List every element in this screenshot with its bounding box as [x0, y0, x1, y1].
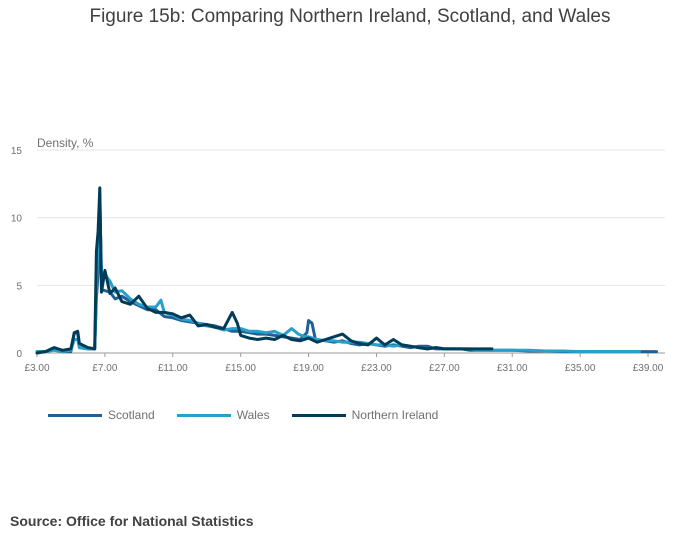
series-line-scotland [35, 191, 658, 354]
legend-item-scotland[interactable]: Scotland [48, 408, 155, 422]
x-tick-label: £23.00 [361, 363, 392, 374]
legend-item-northern-ireland[interactable]: Northern Ireland [291, 408, 439, 422]
x-tick-labels: £3.00 £7.00 £11.00 £15.00 £19.00 £23.00 £27.00… [24, 353, 664, 374]
legend: Scotland Wales Northern Ireland [48, 408, 460, 422]
legend-label-scotland: Scotland [108, 408, 155, 422]
y-tick-label: 5 [16, 281, 22, 292]
series-line-wales [35, 202, 641, 354]
x-tick-label: £27.00 [429, 363, 460, 374]
legend-label-wales: Wales [236, 408, 270, 422]
y-tick-label: 15 [11, 146, 23, 157]
y-tick-labels: 0 5 10 15 [11, 146, 23, 360]
y-axis-label: Density, % [37, 136, 94, 150]
x-tick-label: £15.00 [225, 363, 256, 374]
series-line-northern-ireland [35, 186, 494, 355]
x-tick-label: £35.00 [565, 363, 596, 374]
x-tick-label: £19.00 [293, 363, 324, 374]
y-tick-label: 0 [16, 349, 22, 360]
series-lines [35, 186, 658, 355]
x-tick-label: £11.00 [158, 363, 188, 374]
x-tick-label: £7.00 [92, 363, 117, 374]
legend-item-wales[interactable]: Wales [176, 408, 270, 422]
x-tick-label: £31.00 [497, 363, 528, 374]
legend-swatch-wales [176, 413, 231, 417]
legend-swatch-scotland [48, 413, 102, 417]
x-tick-label: £3.00 [24, 363, 49, 374]
legend-label-northern-ireland: Northern Ireland [351, 408, 439, 422]
y-tick-label: 10 [11, 214, 23, 225]
chart-title: Figure 15b: Comparing Northern Ireland, … [89, 6, 611, 27]
legend-swatch-northern-ireland [291, 413, 346, 417]
source-note: Source: Office for National Statistics [10, 513, 254, 529]
x-tick-label: £39.00 [633, 363, 664, 374]
gridlines [37, 149, 665, 354]
